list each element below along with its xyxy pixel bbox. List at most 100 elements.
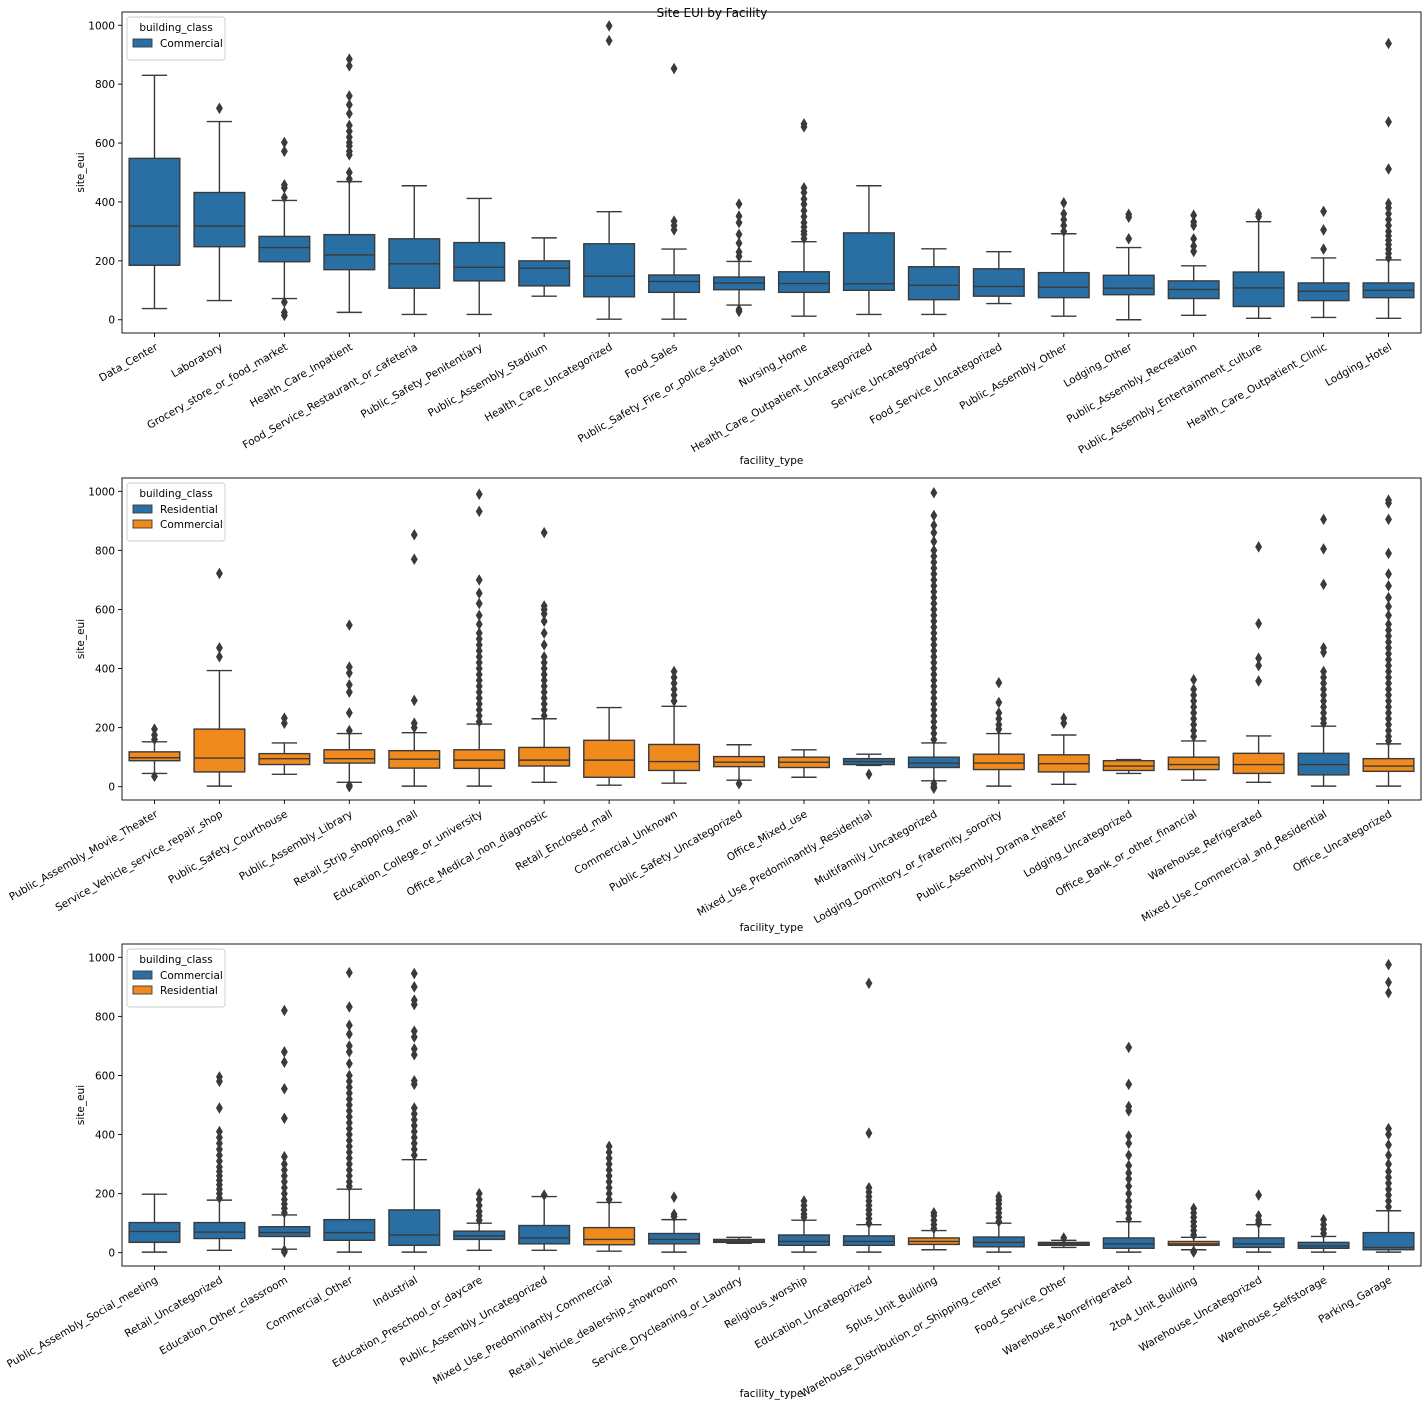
outlier-point <box>605 1164 613 1176</box>
outlier-point <box>345 1099 353 1111</box>
outlier-point <box>1060 712 1068 724</box>
outlier-point <box>930 574 938 586</box>
outlier-point <box>1190 718 1198 731</box>
outlier-point <box>1385 689 1392 701</box>
outlier-point <box>345 1046 353 1058</box>
outlier-point <box>345 60 353 72</box>
outlier-point <box>280 1176 288 1188</box>
outlier-point <box>930 544 938 557</box>
outlier-point <box>1255 207 1263 220</box>
outlier-point <box>1385 958 1392 971</box>
x-tick-label: Food_Sales <box>623 341 680 381</box>
box-Office_Medical_non_diagnostic <box>518 526 571 783</box>
outlier-point <box>475 1193 483 1206</box>
outlier-point <box>1320 689 1328 701</box>
x-tick-label: Warehouse_Refrigerated <box>1146 808 1264 883</box>
outlier-point <box>1255 541 1263 553</box>
outlier-point <box>215 1071 223 1083</box>
legend-label: Residential <box>160 985 218 997</box>
outlier-point <box>475 609 483 622</box>
box-Public_Assembly_Other <box>1037 197 1090 317</box>
box-iqr <box>128 157 181 266</box>
x-tick-label: Data_Center <box>97 341 160 385</box>
outlier-point <box>280 1158 288 1170</box>
outlier-point <box>930 519 938 532</box>
outlier-point <box>930 721 938 734</box>
box-Public_Assembly_Stadium <box>518 237 571 297</box>
outlier-point <box>1385 1139 1392 1151</box>
outlier-point <box>280 712 288 724</box>
outlier-point <box>670 683 678 695</box>
chart-panel-3: 02004006008001000site_euifacility_typePu… <box>5 943 1422 1400</box>
outlier-point <box>1385 513 1392 526</box>
outlier-point <box>540 656 548 669</box>
outlier-point <box>1385 665 1392 678</box>
outlier-point <box>670 677 678 690</box>
box-Mixed_Use_Predominantly_Residential <box>842 753 895 781</box>
outlier-point <box>345 173 353 185</box>
outlier-point <box>930 710 938 722</box>
box-iqr <box>258 1226 311 1238</box>
outlier-point <box>345 1146 353 1159</box>
outlier-point <box>1125 1173 1133 1185</box>
outlier-point <box>410 981 418 993</box>
outlier-point <box>930 733 938 746</box>
outlier-point <box>345 1057 353 1070</box>
x-tick-label: Warehouse_Nonrefrigerated <box>1001 1274 1134 1358</box>
outlier-point <box>865 977 873 990</box>
outlier-point <box>475 704 483 716</box>
box-Food_Sales <box>648 62 701 320</box>
box-iqr <box>323 1218 376 1241</box>
outlier-point <box>410 967 418 980</box>
outlier-point <box>1385 1158 1392 1170</box>
outlier-point <box>475 710 483 722</box>
outlier-point <box>1060 219 1068 232</box>
outlier-point <box>410 1113 418 1126</box>
outlier-point <box>475 488 483 501</box>
x-tick-label: Parking_Garage <box>1316 1274 1394 1326</box>
outlier-point <box>345 1152 353 1164</box>
outlier-point <box>345 779 353 792</box>
outlier-point <box>930 727 938 740</box>
box-5plus_Unit_Building <box>907 1207 960 1251</box>
outlier-point <box>930 535 938 548</box>
outlier-point <box>1320 578 1328 591</box>
outlier-point <box>1060 207 1068 220</box>
outlier-point <box>410 1025 418 1037</box>
outlier-point <box>670 695 678 707</box>
box-Grocery_store_or_food_market <box>258 136 311 322</box>
outlier-point <box>1190 707 1198 719</box>
box-Mixed_Use_Predominantly_Commercial <box>583 1140 636 1252</box>
outlier-point <box>410 1031 418 1043</box>
x-tick-label: Laboratory <box>169 341 225 380</box>
outlier-point <box>345 1093 353 1105</box>
box-iqr <box>1102 1237 1155 1249</box>
outlier-point <box>670 1191 678 1203</box>
outlier-point <box>475 680 483 693</box>
outlier-point <box>1190 730 1198 743</box>
outlier-point <box>1385 568 1392 580</box>
outlier-point <box>475 715 483 728</box>
outlier-point <box>345 1158 353 1170</box>
outlier-point <box>1320 683 1328 695</box>
outlier-point <box>280 179 288 191</box>
box-Data_Center <box>128 74 181 310</box>
box-Lodging_Uncategorized <box>1102 758 1155 775</box>
outlier-point <box>345 119 353 132</box>
outlier-point <box>1320 712 1328 725</box>
y-tick-label: 400 <box>95 1130 115 1142</box>
outlier-point <box>605 1140 613 1153</box>
x-axis-label: facility_type <box>740 455 804 467</box>
outlier-point <box>151 770 158 783</box>
outlier-point <box>280 1112 288 1125</box>
x-tick-label: Public_Assembly_Stadium <box>426 341 550 419</box>
x-tick-label: Commercial_Unknown <box>572 808 679 877</box>
outlier-point <box>1385 659 1392 672</box>
outlier-point <box>1385 225 1392 238</box>
box-iqr <box>648 743 701 772</box>
outlier-point <box>280 1187 288 1200</box>
outlier-point <box>1385 730 1392 743</box>
outlier-point <box>670 215 678 227</box>
outlier-point <box>215 1161 223 1173</box>
box-iqr <box>193 728 246 773</box>
